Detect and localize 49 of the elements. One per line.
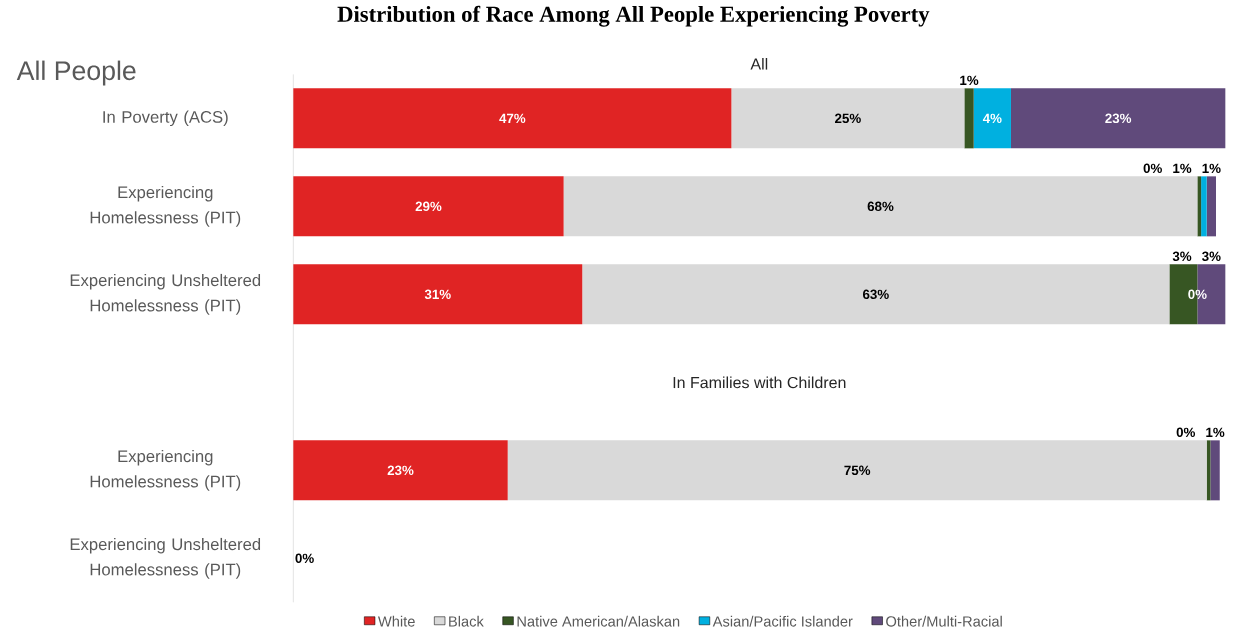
legend-label: Native American/Alaskan <box>517 615 680 627</box>
y-tick-label: Experiencing Homelessness (PIT) <box>90 185 241 227</box>
data-label: 0% <box>1188 289 1207 300</box>
bar <box>973 88 1011 149</box>
chart-title: Distribution of Race Among All People Experiencing Poverty <box>337 5 930 27</box>
data-label: 1% <box>1173 163 1192 174</box>
data-label: 4% <box>982 113 1002 124</box>
data-label: 47% <box>499 113 526 124</box>
y-tick-label: Experiencing Homelessness (PIT) <box>90 449 241 491</box>
y-tick-label: Experiencing Unsheltered Homelessness (PIT) <box>70 273 261 315</box>
data-label: 25% <box>835 113 861 124</box>
bar <box>293 88 732 149</box>
data-label: 23% <box>1105 113 1132 124</box>
data-label: 0% <box>1176 427 1196 438</box>
data-label: 0% <box>1143 163 1162 174</box>
text: All <box>750 58 768 70</box>
data-label: 3% <box>1172 251 1192 262</box>
legend-label: Other/Multi-Racial <box>886 615 1002 627</box>
bar <box>563 176 1198 237</box>
bar <box>1210 440 1220 501</box>
data-label: 1% <box>1202 163 1221 174</box>
data-label: 75% <box>844 465 871 476</box>
bar <box>964 88 974 149</box>
data-label: 1% <box>960 75 979 86</box>
bar <box>731 88 965 149</box>
bar <box>293 440 508 501</box>
bar <box>1206 176 1217 237</box>
data-label: 0% <box>295 553 314 564</box>
text: All People <box>16 60 136 86</box>
bar <box>293 264 583 325</box>
bar <box>507 440 1207 501</box>
y-tick-label: In Poverty (ACS) <box>103 110 228 127</box>
bar <box>293 176 564 237</box>
data-label: 23% <box>387 465 414 476</box>
annotation: In Families with Children <box>673 376 846 389</box>
data-label: 29% <box>415 201 442 212</box>
bar <box>1201 176 1207 237</box>
bar <box>1197 176 1202 237</box>
data-label: 68% <box>867 201 894 212</box>
legend-label: Asian/Pacific Islander <box>712 615 853 627</box>
y-tick-label: Experiencing Unsheltered Homelessness (PIT) <box>70 537 261 579</box>
data-label: 31% <box>424 289 451 300</box>
data-label: 63% <box>862 289 889 300</box>
data-label: 3% <box>1202 251 1221 262</box>
bar <box>1010 88 1226 149</box>
bar <box>582 264 1170 325</box>
data-label: 1% <box>1206 427 1225 438</box>
legend-label: White <box>377 615 415 627</box>
legend-label: Black <box>449 615 484 627</box>
